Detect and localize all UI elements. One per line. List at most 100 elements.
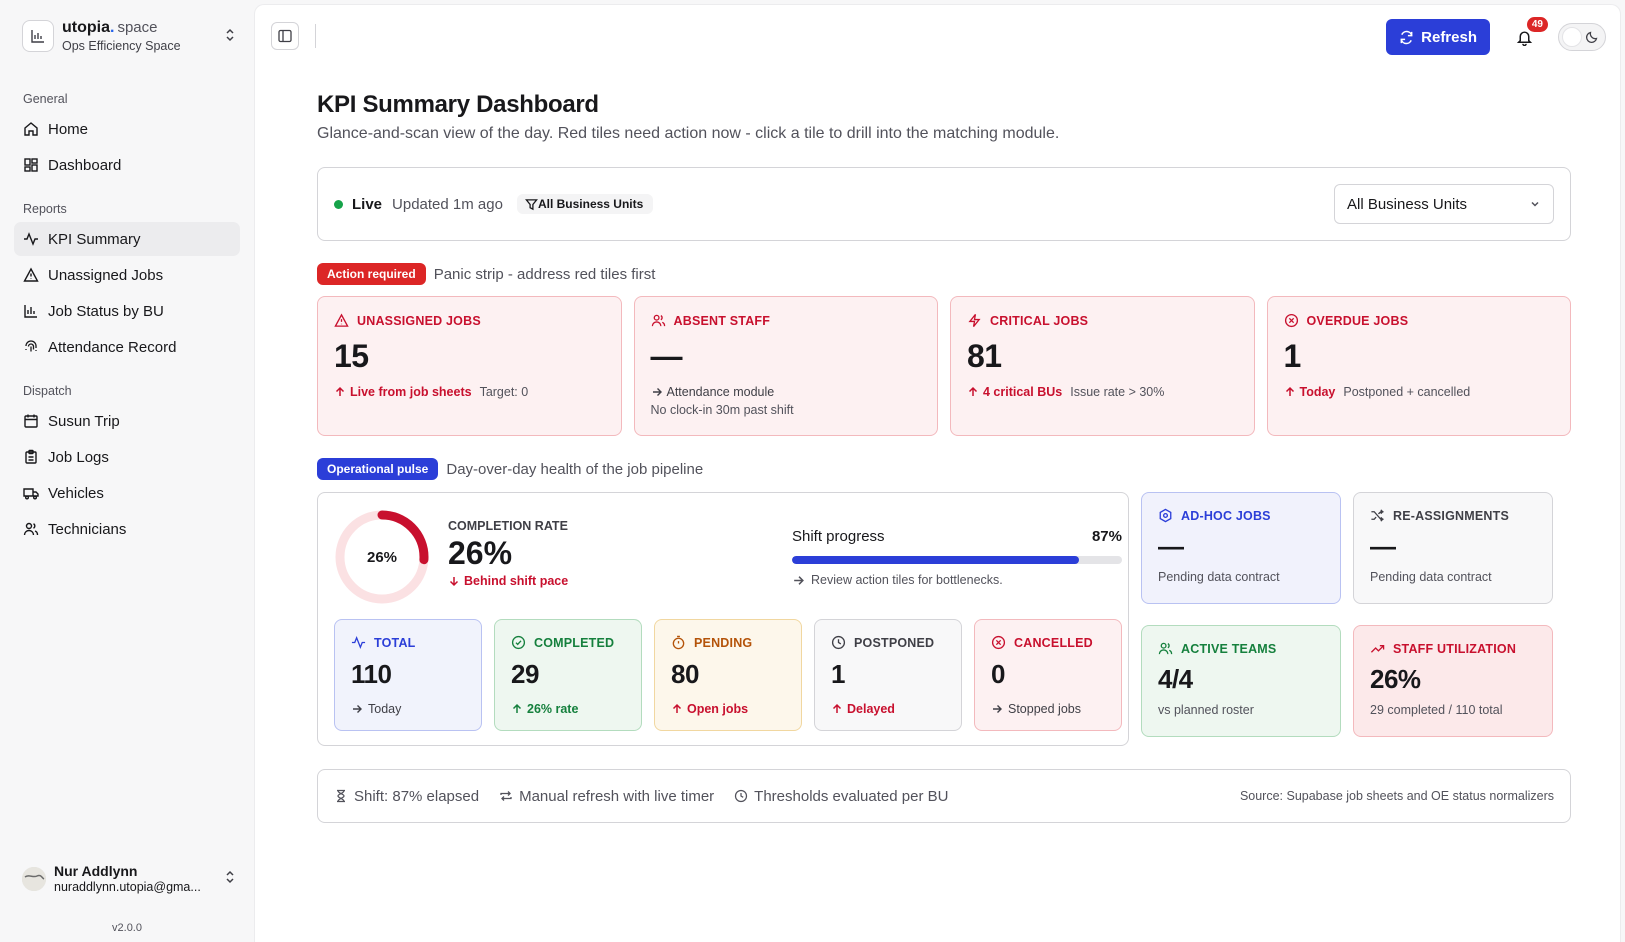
live-status-bar: Live Updated 1m ago All Business Units A… [317,167,1571,241]
re-assignments-tile[interactable]: RE-ASSIGNMENTS — Pending data contract [1353,492,1553,604]
main-panel: Refresh 49 KPI Summary Dashboard Glance-… [254,4,1621,942]
side-kpis: AD-HOC JOBS — Pending data contract RE-A… [1141,492,1553,746]
tile-label: CRITICAL JOBS [967,313,1238,328]
tile-value: — [1370,531,1396,561]
sidebar-item-label: Unassigned Jobs [48,266,164,284]
sidebar-item-label: KPI Summary [48,230,141,248]
operational-pulse-badge: Operational pulse [317,458,439,480]
divider [315,24,316,48]
x-circle-icon [991,635,1006,650]
arrow-down-icon [449,577,459,587]
cancelled-tile[interactable]: CANCELLED 0 Stopped jobs [974,619,1122,731]
refresh-button[interactable]: Refresh [1386,19,1490,55]
active-teams-tile[interactable]: ACTIVE TEAMS 4/4 vs planned roster [1141,625,1341,737]
tile-label: COMPLETED [511,635,625,650]
tile-value: 1 [1283,338,1302,374]
pending-tile[interactable]: PENDING 80 Open jobs [654,619,802,731]
theme-toggle[interactable] [1558,23,1606,51]
pipeline-panel: 26% COMPLETION RATE 26% Behind shift pac… [317,492,1129,746]
tile-value: — [1158,531,1184,561]
sidebar-item-job-logs[interactable]: Job Logs [14,440,240,474]
arrow-up-icon [672,703,682,713]
sidebar-item-label: Job Status by BU [48,302,164,320]
refresh-label: Refresh [1421,28,1477,46]
nav-group-title: Dispatch [23,384,72,398]
tile-note: No clock-in 30m past shift [650,403,794,417]
sidebar-toggle-button[interactable] [271,22,299,50]
user-menu[interactable]: Nur Addlynn nuraddlynn.utopia@gma... [14,863,240,894]
alert-triangle-icon [23,267,39,282]
shift-progress-value: 87% [1091,528,1122,545]
completion-value: 26% [448,535,513,571]
ad-hoc-jobs-tile[interactable]: AD-HOC JOBS — Pending data contract [1141,492,1341,604]
live-indicator-icon [334,199,343,209]
arrow-up-icon [968,386,978,396]
sidebar-item-dashboard[interactable]: Dashboard [14,148,240,182]
tile-footer: Stopped jobs [991,702,1105,716]
tile-note: Pending data contract [1158,570,1280,584]
nav-group-title: Reports [23,202,67,216]
panel-left-icon [278,29,292,43]
sidebar-item-job-status-by-bu[interactable]: Job Status by BU [14,294,240,328]
users-icon [1158,642,1173,655]
notifications-button[interactable]: 49 [1506,17,1548,55]
donut-label: 26% [366,548,398,566]
tile-label: ABSENT STAFF [651,313,922,328]
chevron-down-icon [1531,201,1539,207]
avatar [22,866,46,891]
arrow-right-icon [993,705,1002,713]
sidebar-item-unassigned-jobs[interactable]: Unassigned Jobs [14,258,240,292]
users-icon [23,522,39,536]
completion-arc [335,510,429,604]
data-source: Source: Supabase job sheets and OE statu… [1239,789,1554,803]
sidebar-item-technicians[interactable]: Technicians [14,512,240,546]
tile-note: 29 completed / 110 total [1370,703,1503,717]
staff-utilization-tile[interactable]: STAFF UTILIZATION 26% 29 completed / 110… [1353,625,1553,737]
overdue-jobs-tile[interactable]: OVERDUE JOBS 1 Today Postponed + cancell… [1266,296,1571,436]
user-name: Nur Addlynn [54,863,138,879]
brand-name: utopia. space [62,19,158,36]
bar-chart-icon [24,305,37,318]
timer-icon [672,635,685,650]
total-tile[interactable]: TOTAL 110 Today [334,619,482,731]
x-circle-icon [1284,313,1298,328]
updated-timestamp: Updated 1m ago [392,195,503,213]
sidebar-item-vehicles[interactable]: Vehicles [14,476,240,510]
completion-label: COMPLETION RATE [448,519,568,533]
critical-jobs-tile[interactable]: CRITICAL JOBS 81 4 critical BUs Issue ra… [950,296,1255,436]
tile-label: RE-ASSIGNMENTS [1370,508,1536,523]
chart-logo-icon [22,20,54,52]
topbar: Refresh 49 [255,5,1620,67]
notification-count-badge: 49 [1526,17,1548,32]
nav-group-general: General Home Dashboard [14,84,240,182]
tile-value: 4/4 [1158,664,1193,694]
manual-refresh-note: Manual refresh with live timer [499,788,714,805]
ops-section-header: Operational pulse Day-over-day health of… [317,458,1571,480]
business-unit-select[interactable]: All Business Units [1334,184,1554,224]
sidebar-item-label: Home [48,120,89,138]
sidebar-item-susun-trip[interactable]: Susun Trip [14,404,240,438]
tile-label: AD-HOC JOBS [1158,508,1324,523]
nav-group-dispatch: Dispatch Susun Trip Job Logs Vehicles Te… [14,376,240,546]
panic-section-header: Action required Panic strip - address re… [317,263,1571,285]
tile-label: POSTPONED [831,635,945,650]
completed-tile[interactable]: COMPLETED 29 26% rate [494,619,642,731]
workspace-switcher[interactable]: utopia. space Ops Efficiency Space [14,0,240,72]
completion-rate: COMPLETION RATE 26% Behind shift pace [448,519,568,588]
absent-staff-tile[interactable]: ABSENT STAFF — Attendance module No cloc… [633,296,938,436]
unassigned-jobs-tile[interactable]: UNASSIGNED JOBS 15 Live from job sheets … [317,296,622,436]
activity-icon [351,636,366,649]
filter-icon [524,198,538,210]
sidebar-item-kpi-summary[interactable]: KPI Summary [14,222,240,256]
alert-triangle-icon [334,313,349,327]
hourglass-icon [337,789,345,803]
sidebar-item-attendance-record[interactable]: Attendance Record [14,330,240,364]
tile-note: Pending data contract [1370,570,1492,584]
chevrons-up-down-icon [220,870,240,887]
postponed-tile[interactable]: POSTPONED 1 Delayed [814,619,962,731]
refresh-icon [1400,30,1413,44]
sidebar-item-home[interactable]: Home [14,112,240,146]
page-content: KPI Summary Dashboard Glance-and-scan vi… [317,91,1571,823]
calendar-icon [24,414,38,428]
arrow-right-icon [794,575,804,585]
